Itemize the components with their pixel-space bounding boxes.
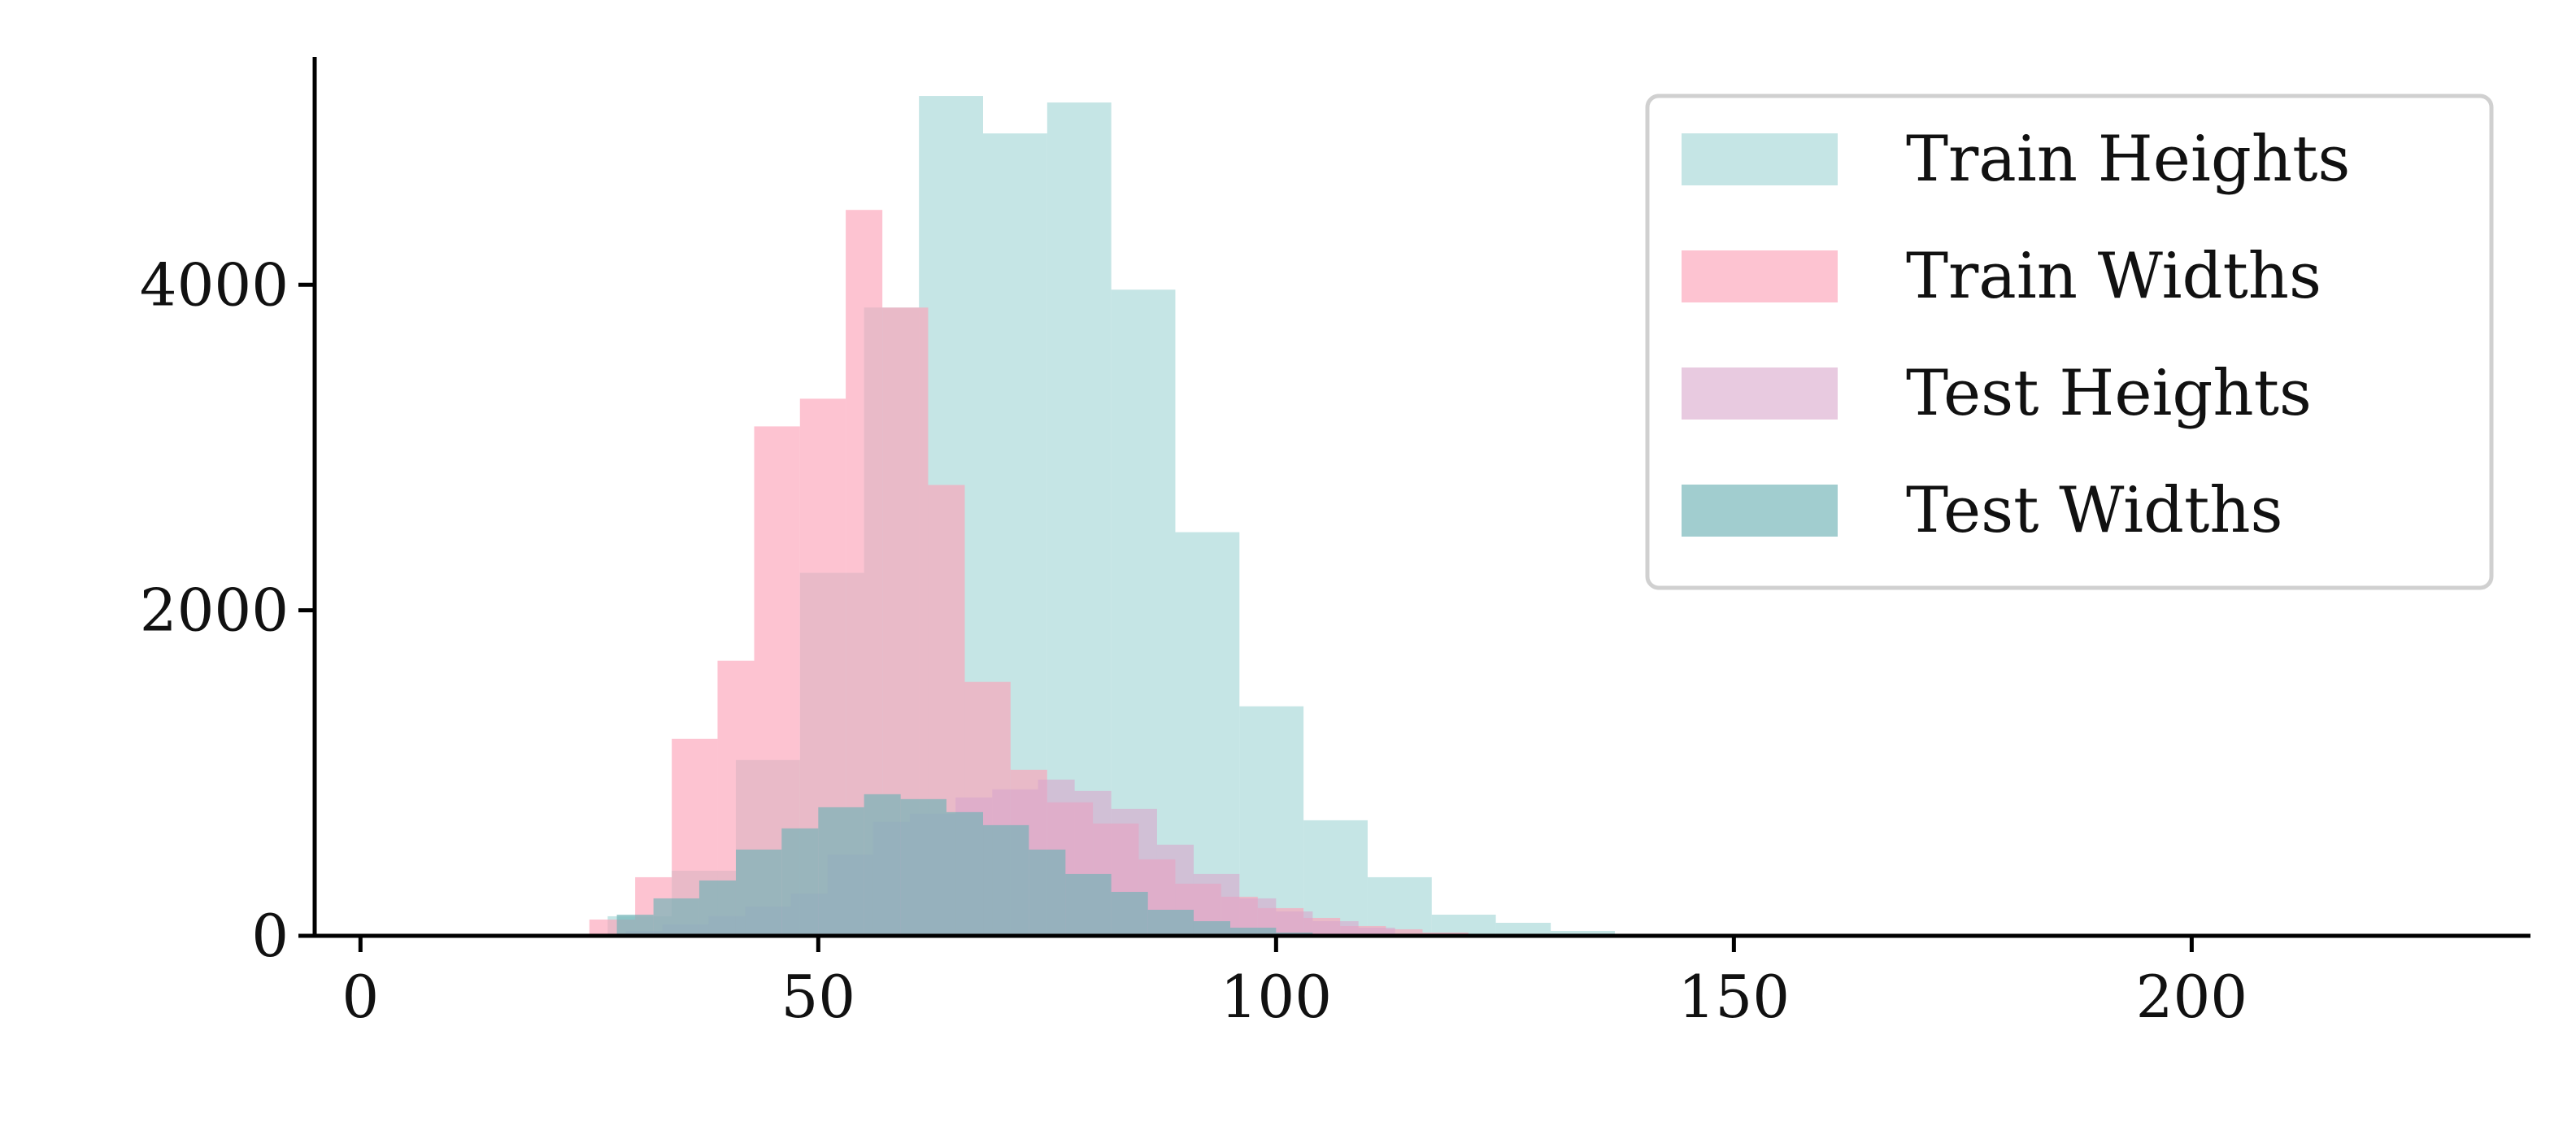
histogram-bar bbox=[1230, 927, 1277, 936]
series-3 bbox=[616, 794, 1313, 936]
legend: Train Heights Train Widths Test Heights Tes… bbox=[1645, 94, 2494, 590]
histogram-bar bbox=[1431, 914, 1496, 936]
histogram-bars bbox=[589, 96, 1615, 937]
histogram-bar bbox=[864, 794, 901, 936]
histogram-bar bbox=[1386, 928, 1423, 936]
y-tick-label: 0 bbox=[251, 902, 289, 970]
axes: 0 50 100 150 200 0 2000 4000 bbox=[140, 57, 2530, 1031]
x-tick-label: 150 bbox=[1678, 963, 1790, 1031]
legend-swatch bbox=[1682, 250, 1838, 302]
histogram-bar bbox=[1065, 873, 1112, 936]
histogram-bar bbox=[653, 898, 699, 936]
histogram-bar bbox=[1312, 920, 1359, 936]
histogram-bar bbox=[1276, 911, 1313, 936]
legend-frame bbox=[1645, 94, 2494, 590]
histogram-bar bbox=[1029, 849, 1066, 936]
histogram-bar bbox=[1147, 909, 1194, 936]
y-tick-label: 4000 bbox=[140, 250, 289, 319]
legend-swatch bbox=[1682, 367, 1838, 420]
histogram-bar bbox=[698, 880, 736, 936]
histogram-bar bbox=[781, 828, 819, 936]
x-tick-label: 50 bbox=[781, 963, 856, 1031]
legend-swatch bbox=[1682, 133, 1838, 185]
x-ticks: 0 50 100 150 200 bbox=[342, 936, 2247, 1031]
histogram-bar bbox=[1303, 820, 1368, 936]
x-tick-label: 100 bbox=[1221, 963, 1332, 1031]
histogram-bar bbox=[735, 849, 782, 936]
x-tick-label: 200 bbox=[2136, 963, 2247, 1031]
histogram-bar bbox=[946, 811, 984, 936]
histogram-bar bbox=[1111, 891, 1148, 936]
histogram-bar bbox=[1495, 922, 1551, 936]
histogram-bar bbox=[818, 807, 864, 936]
legend-label: Test Widths bbox=[1906, 474, 2283, 547]
histogram-bar bbox=[1193, 920, 1231, 936]
histogram-bar bbox=[1551, 930, 1615, 936]
legend-label: Train Heights bbox=[1906, 123, 2350, 196]
histogram-bar bbox=[900, 798, 946, 936]
legend-label: Test Heights bbox=[1906, 357, 2312, 430]
histogram-bar bbox=[1358, 927, 1395, 936]
y-ticks: 0 2000 4000 bbox=[140, 250, 315, 970]
histogram-bar bbox=[616, 914, 654, 936]
y-tick-label: 2000 bbox=[140, 576, 289, 645]
legend-label: Train Widths bbox=[1906, 240, 2321, 313]
histogram-bar bbox=[983, 824, 1029, 936]
legend-swatch bbox=[1682, 485, 1838, 537]
x-tick-label: 0 bbox=[342, 963, 379, 1031]
